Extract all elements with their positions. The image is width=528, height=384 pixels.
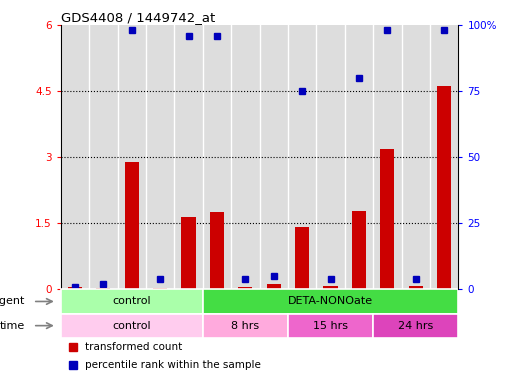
Bar <box>267 284 281 290</box>
Text: transformed count: transformed count <box>84 343 182 353</box>
Bar <box>437 86 451 290</box>
Bar <box>61 314 203 338</box>
Bar <box>238 287 252 290</box>
Bar <box>182 217 195 290</box>
Bar <box>203 290 458 314</box>
Text: control: control <box>112 296 151 306</box>
Bar <box>125 162 139 290</box>
Text: agent: agent <box>0 296 25 306</box>
Bar <box>380 149 394 290</box>
Text: GDS4408 / 1449742_at: GDS4408 / 1449742_at <box>61 11 215 24</box>
Text: 15 hrs: 15 hrs <box>313 321 348 331</box>
Text: percentile rank within the sample: percentile rank within the sample <box>84 360 260 370</box>
Bar <box>210 212 224 290</box>
Bar <box>61 290 203 314</box>
Text: 8 hrs: 8 hrs <box>231 321 259 331</box>
Bar <box>153 288 167 290</box>
Bar <box>373 314 458 338</box>
Bar <box>96 288 110 290</box>
Bar <box>68 287 82 290</box>
Bar <box>409 286 423 290</box>
Bar <box>288 314 373 338</box>
Bar <box>324 286 337 290</box>
Text: time: time <box>0 321 25 331</box>
Text: DETA-NONOate: DETA-NONOate <box>288 296 373 306</box>
Bar <box>203 314 288 338</box>
Text: 24 hrs: 24 hrs <box>398 321 433 331</box>
Bar <box>295 227 309 290</box>
Bar <box>352 211 366 290</box>
Text: control: control <box>112 321 151 331</box>
